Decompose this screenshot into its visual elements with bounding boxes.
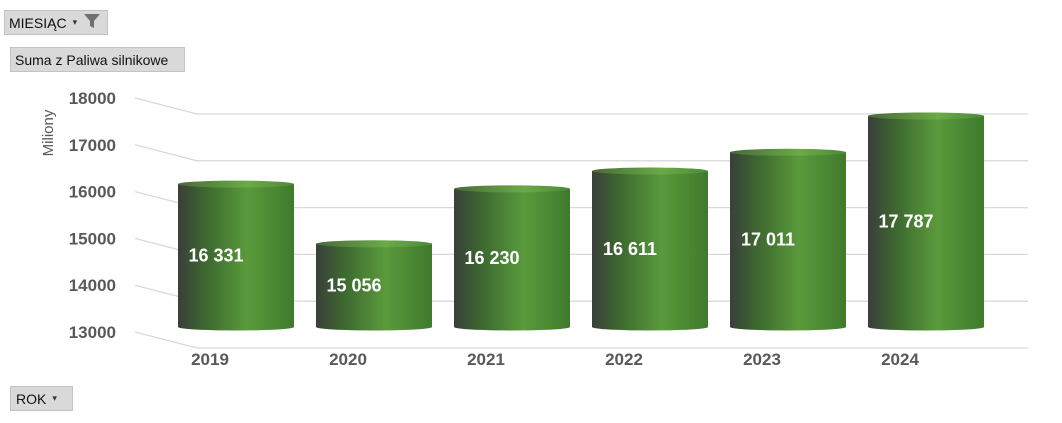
y-tick-label: 18000 <box>69 89 116 108</box>
y-tick-label: 16000 <box>69 183 116 202</box>
bar-body <box>178 184 294 331</box>
value-field-label: Suma z Paliwa silnikowe <box>15 51 169 68</box>
x-tick-label: 2023 <box>743 350 781 369</box>
y-axis-title: Miliony <box>40 109 57 156</box>
y-axis-ticks: 13000 14000 15000 16000 17000 18000 <box>69 89 116 342</box>
data-label: 17 787 <box>878 211 933 231</box>
gridline <box>134 331 1028 349</box>
bar-top <box>454 185 570 193</box>
data-label: 15 056 <box>326 275 381 295</box>
x-tick-label: 2019 <box>191 350 229 369</box>
y-tick-label: 14000 <box>69 276 116 295</box>
filter-funnel-icon <box>83 13 101 32</box>
gridline <box>134 97 1028 115</box>
x-axis-ticks: 2019 2020 2021 2022 2023 2024 <box>191 350 919 369</box>
bar-top <box>316 240 432 248</box>
bar-top <box>178 180 294 188</box>
bars: 16 331 15 056 16 230 16 611 17 011 17 787 <box>178 112 984 331</box>
y-tick-label: 13000 <box>69 323 116 342</box>
data-label: 16 331 <box>188 246 243 266</box>
bar-top <box>730 148 846 156</box>
data-label: 17 011 <box>741 230 795 250</box>
year-field-label: ROK <box>16 390 47 407</box>
x-tick-label: 2021 <box>467 350 505 369</box>
y-tick-label: 15000 <box>69 229 116 248</box>
month-filter-label: MIESIĄC <box>9 14 67 31</box>
bar: 16 230 <box>454 185 570 331</box>
bar-body <box>592 171 708 331</box>
x-tick-label: 2024 <box>881 350 919 369</box>
month-filter-button[interactable]: MIESIĄC ▾ <box>4 10 108 35</box>
bar: 16 331 <box>178 180 294 331</box>
bar-body <box>454 188 570 331</box>
value-field-button[interactable]: Suma z Paliwa silnikowe <box>10 47 185 72</box>
x-tick-label: 2020 <box>329 350 367 369</box>
dropdown-arrow-icon: ▾ <box>72 17 78 27</box>
x-tick-label: 2022 <box>605 350 643 369</box>
bar: 17 011 <box>730 148 846 331</box>
year-field-button[interactable]: ROK ▾ <box>10 386 73 411</box>
data-label: 16 611 <box>603 239 657 259</box>
data-label: 16 230 <box>464 248 519 268</box>
bar-body <box>730 152 846 331</box>
bar-body <box>316 243 432 331</box>
dropdown-arrow-icon: ▾ <box>52 393 57 403</box>
y-tick-label: 17000 <box>69 136 116 155</box>
bar: 17 787 <box>868 112 984 331</box>
bar: 15 056 <box>316 240 432 331</box>
bar-top <box>592 167 708 175</box>
bar-top <box>868 112 984 120</box>
bar-body <box>868 115 984 331</box>
bar: 16 611 <box>592 167 708 331</box>
